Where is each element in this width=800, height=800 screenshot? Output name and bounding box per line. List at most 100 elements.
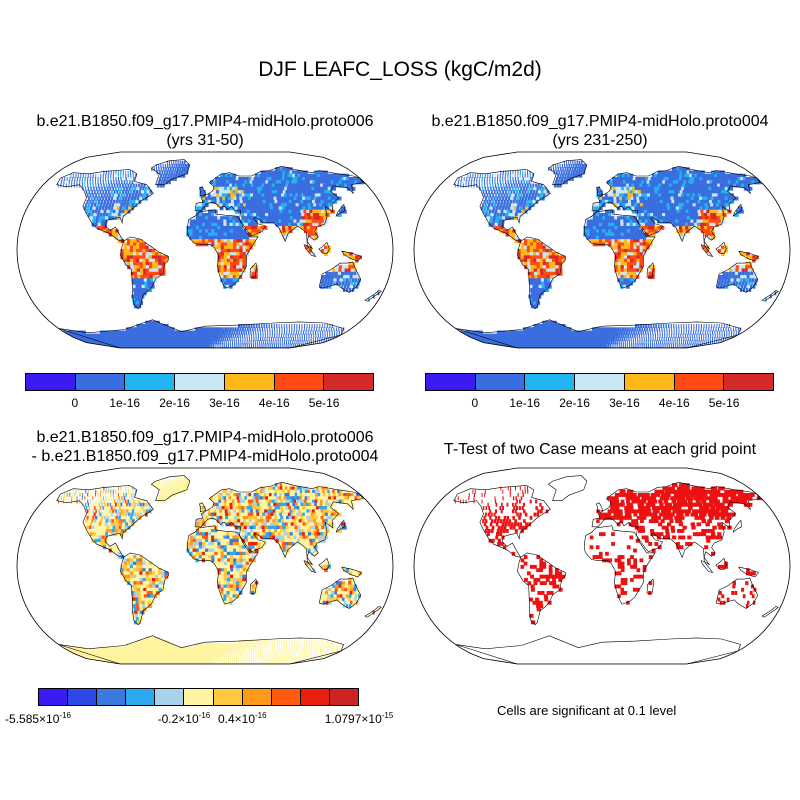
grid-cell (239, 232, 243, 237)
grid-cell (225, 177, 230, 181)
grid-cell (671, 183, 677, 188)
grid-cell (475, 330, 483, 335)
grid-cell (630, 330, 633, 335)
grid-cell (265, 186, 270, 191)
grid-cell (638, 193, 643, 198)
grid-cell (270, 196, 275, 201)
grid-cell (318, 327, 320, 332)
grid-cell (655, 177, 661, 181)
grid-cell (187, 337, 192, 341)
grid-cell (709, 199, 714, 204)
grid-cell (629, 222, 634, 227)
grid-cell (537, 271, 542, 276)
grid-cell (103, 170, 105, 175)
grid-cell (714, 216, 719, 221)
grid-cell (226, 268, 231, 273)
grid-cell (615, 186, 620, 191)
grid-cell (144, 281, 149, 286)
grid-cell (318, 343, 320, 348)
grid-cell (485, 209, 489, 214)
grid-cell (628, 206, 633, 211)
grid-cell (710, 203, 715, 208)
grid-cell (269, 177, 274, 181)
grid-cell (100, 183, 102, 188)
grid-cell (107, 190, 110, 194)
grid-cell (499, 180, 501, 185)
grid-cell (120, 203, 123, 208)
grid-cell (239, 199, 244, 204)
grid-cell (713, 196, 719, 201)
grid-cell (698, 333, 700, 338)
grid-cell (492, 199, 495, 204)
grid-cell (229, 235, 234, 240)
grid-cell (641, 180, 646, 185)
grid-cell (738, 268, 742, 273)
grid-cell (288, 337, 290, 341)
grid-cell (333, 327, 335, 332)
grid-cell (693, 183, 698, 188)
grid-cell (272, 343, 274, 348)
grid-cell (620, 271, 625, 276)
grid-cell (260, 330, 261, 335)
grid-cell (264, 206, 269, 211)
grid-cell (244, 213, 248, 217)
grid-cell (276, 177, 282, 181)
grid-cell (286, 346, 288, 348)
grid-cell (337, 213, 342, 217)
grid-cell (697, 222, 702, 227)
grid-cell (557, 173, 559, 178)
grid-cell (710, 229, 715, 234)
grid-cell (724, 186, 731, 191)
grid-cell (232, 340, 233, 345)
grid-cell (553, 167, 555, 172)
grid-cell (121, 180, 123, 185)
grid-cell (708, 219, 713, 224)
grid-cell (279, 196, 284, 201)
grid-cell (245, 242, 250, 247)
grid-cell (712, 330, 713, 335)
grid-cell (665, 343, 667, 348)
grid-cell (232, 219, 237, 224)
grid-cell (512, 229, 516, 234)
grid-cell (125, 186, 128, 191)
grid-cell (221, 346, 223, 348)
grid-cell (743, 183, 750, 188)
grid-cell (594, 343, 598, 348)
grid-cell (108, 180, 110, 185)
grid-cell (620, 242, 625, 247)
grid-cell (520, 177, 522, 181)
grid-cell (509, 199, 512, 204)
grid-cell (266, 219, 270, 224)
grid-cell (194, 337, 198, 341)
grid-cell (630, 265, 634, 270)
grid-cell (99, 203, 103, 208)
grid-cell (205, 229, 209, 234)
grid-cell (241, 213, 245, 217)
grid-cell (733, 196, 739, 201)
grid-cell (687, 337, 689, 341)
grid-cell (264, 193, 269, 198)
grid-cell (334, 271, 338, 276)
grid-cell (179, 333, 184, 338)
grid-cell (517, 173, 519, 178)
grid-cell (697, 186, 703, 191)
grid-cell (673, 196, 678, 201)
grid-cell (272, 203, 277, 208)
grid-cell (220, 239, 225, 243)
grid-cell (614, 265, 619, 270)
grid-cell (664, 333, 666, 338)
grid-cell (755, 278, 758, 283)
grid-cell (530, 288, 535, 292)
grid-cell (232, 268, 237, 273)
grid-cell (535, 281, 540, 286)
grid-cell (274, 213, 279, 217)
grid-cell (356, 284, 359, 289)
grid-cell (577, 164, 580, 168)
grid-cell (610, 209, 615, 214)
grid-cell (126, 255, 131, 260)
grid-cell (626, 265, 631, 270)
grid-cell (105, 216, 109, 221)
grid-cell (165, 167, 167, 172)
grid-cell (684, 333, 686, 338)
grid-cell (229, 271, 234, 276)
